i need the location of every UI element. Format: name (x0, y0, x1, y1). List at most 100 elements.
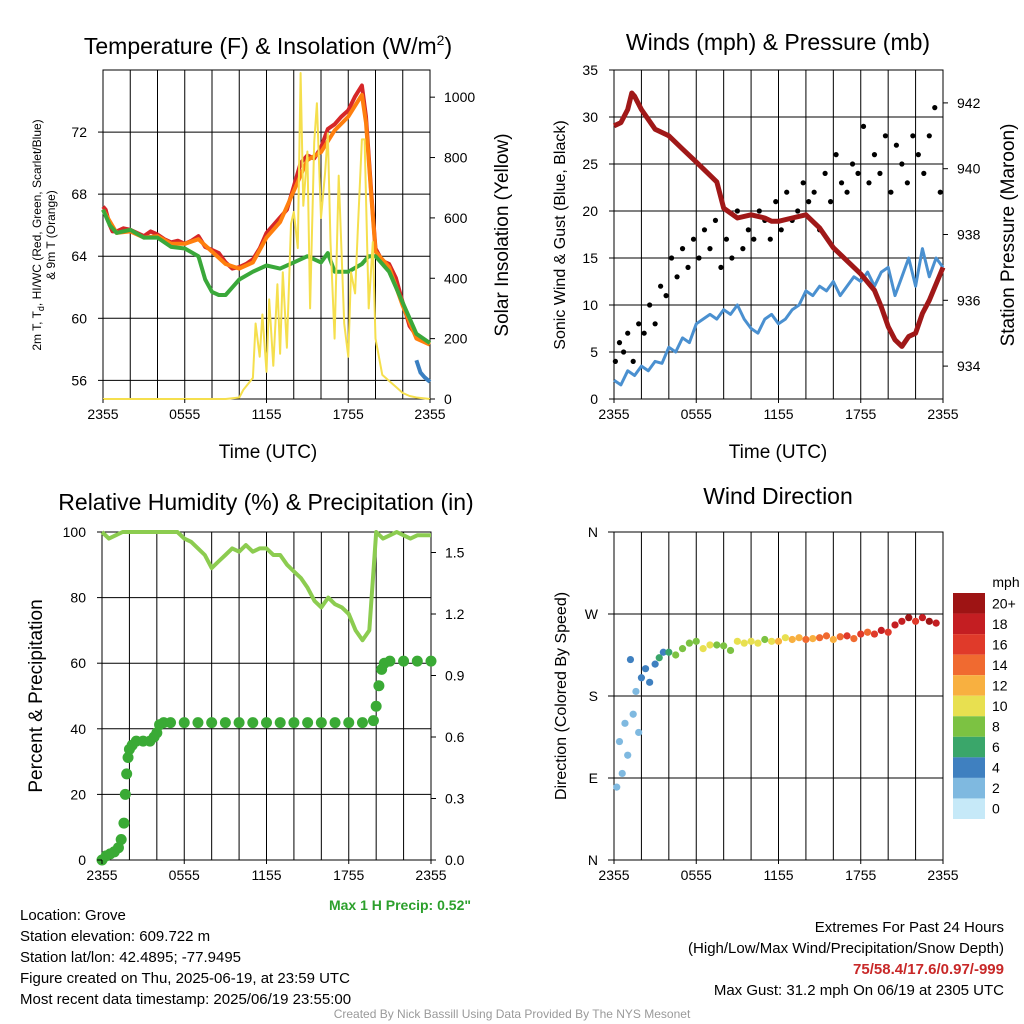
y2-tick-label: 942 (957, 95, 981, 111)
wind-direction-point (864, 628, 872, 636)
series-point (315, 717, 327, 729)
series-point (877, 170, 883, 176)
y-tick-label: N (588, 852, 598, 868)
y-tick-label: W (585, 606, 599, 622)
humidity-panel-title: Relative Humidity (%) & Precipitation (i… (58, 489, 473, 515)
y2-tick-label: 934 (957, 358, 981, 374)
wind-direction-point (641, 665, 650, 673)
y2-tick-label: 1000 (444, 89, 475, 105)
y-tick-label: N (588, 524, 598, 540)
winds-y-label: Sonic Wind & Gust (Blue, Black) (552, 120, 569, 349)
series-point (121, 768, 133, 780)
elevation-text: Station elevation: 609.722 m (20, 928, 211, 945)
wind-direction-point (624, 751, 632, 759)
wind-direction-point (877, 626, 885, 635)
series-point (641, 330, 647, 336)
series-point (932, 105, 938, 111)
series-point (119, 788, 131, 800)
wind-direction-panel-title: Wind Direction (703, 483, 853, 509)
wind-direction-point (706, 641, 714, 649)
series-point (904, 180, 910, 186)
wind-direction-point (685, 639, 693, 647)
series-point (910, 133, 916, 139)
series-point (844, 189, 850, 195)
wind-direction-point (850, 635, 858, 643)
colorbar-label: 14 (992, 657, 1008, 673)
x-tick-label: 1155 (763, 406, 793, 422)
series-point (784, 189, 790, 195)
y-tick-label: 68 (71, 186, 87, 202)
temperature-y-label-line1: 2m T, Td, HI/WC (Red, Green, Scarlet/Blu… (30, 119, 46, 350)
series-point (860, 123, 867, 129)
series-point (729, 255, 735, 261)
wind-direction-point (925, 617, 933, 625)
solar-y-label: Solar Insolation (Yellow) (492, 133, 513, 336)
series-point (625, 330, 631, 336)
y2-tick-label: 940 (957, 161, 981, 177)
y2-tick-label: 800 (444, 150, 468, 166)
colorbar-title: mph (992, 574, 1019, 590)
max-gust-text: Max Gust: 31.2 mph On 06/19 at 2305 UTC (713, 982, 1004, 999)
series-point (806, 199, 812, 205)
wind-direction-point (761, 635, 769, 644)
pressure-y-label: Station Pressure (Maroon) (998, 124, 1019, 347)
wind-direction-point (726, 646, 735, 655)
series-point (926, 133, 932, 139)
temperature-y-label-line2: & 9m T (Orange) (44, 190, 58, 280)
wind-direction-point (891, 621, 899, 629)
x-tick-label: 1755 (333, 406, 364, 422)
wind-direction-point (822, 632, 831, 640)
y2-tick-label: 200 (444, 331, 468, 347)
colorbar-swatch (953, 634, 985, 655)
extremes-title: Extremes For Past 24 Hours (814, 919, 1004, 936)
wind-direction-point (692, 637, 700, 645)
wind-direction-point (768, 637, 776, 645)
series-point (833, 152, 839, 158)
wind-direction-point (754, 639, 762, 647)
series-point (373, 680, 385, 692)
series-point (274, 717, 286, 729)
y2-tick-label: 0.6 (445, 729, 465, 745)
series-point (261, 717, 272, 729)
wind-direction-point (918, 614, 927, 622)
x-tick-label: 1155 (251, 406, 281, 422)
series-point (219, 717, 231, 729)
series-point (288, 717, 300, 729)
series-point (827, 199, 834, 205)
latlon-text: Station lat/lon: 42.4895; -77.9495 (20, 949, 242, 966)
series-point (893, 142, 899, 148)
wind-direction-point (809, 635, 817, 643)
wind-direction-point (615, 737, 624, 746)
colorbar-swatch (953, 757, 985, 778)
wind-direction-point (781, 634, 789, 642)
wind-direction-point (613, 783, 621, 791)
series-point (701, 227, 708, 233)
wind-direction-panel: Wind Direction 2355 0555 1155 1755 2355NESWN… (553, 483, 1020, 883)
y-tick-label: 56 (71, 372, 87, 388)
x-tick-label: 2355 (87, 406, 118, 422)
wind-direction-point (699, 645, 707, 653)
y2-tick-label: 600 (444, 210, 468, 226)
y-tick-label: 64 (71, 248, 87, 264)
colorbar-swatch (953, 798, 985, 819)
series-point (740, 246, 746, 252)
wind-direction-point (713, 641, 721, 649)
y-tick-label: 20 (582, 203, 598, 219)
wind-direction-point (720, 642, 728, 650)
y-tick-label: 100 (63, 524, 87, 540)
wind-direction-point (632, 687, 640, 696)
wind-direction-point (774, 637, 783, 645)
colorbar-label: 6 (992, 739, 1000, 755)
wind-direction-point (857, 630, 865, 638)
series-point (723, 236, 730, 242)
x-tick-label: 1155 (763, 867, 793, 883)
colorbar-label: 10 (992, 698, 1008, 714)
series-point (630, 358, 636, 364)
x-tick-label: 1755 (333, 867, 364, 883)
series-point (795, 208, 801, 214)
y-tick-label: 40 (70, 721, 86, 737)
y-tick-label: 30 (582, 109, 598, 125)
winds-panel-title: Winds (mph) & Pressure (mb) (626, 29, 930, 55)
wind-direction-point (618, 769, 626, 778)
colorbar-label: 18 (992, 616, 1008, 632)
